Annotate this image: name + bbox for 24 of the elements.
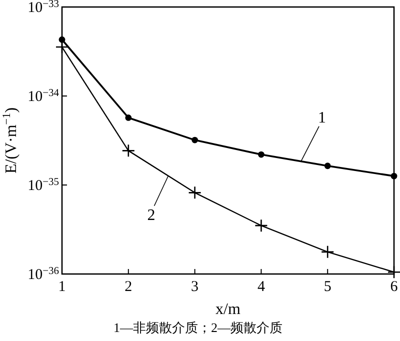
text: 1 (318, 109, 326, 126)
x-tick-label: 5 (324, 279, 332, 295)
point (320, 245, 334, 259)
point (324, 162, 331, 170)
point (390, 172, 398, 180)
x-tick-label: 6 (390, 279, 398, 295)
text: 1—非频散介质；2—频散介质 (114, 320, 282, 335)
y-tick-label: 10$^{−34}$ (28, 88, 60, 105)
y-tick-label: 10$^{−36}$ (28, 266, 59, 283)
legend-label: 2 (147, 206, 156, 224)
point (258, 151, 264, 158)
point (254, 218, 268, 232)
point (58, 36, 66, 43)
x-tick-label: 4 (257, 279, 266, 295)
point (192, 136, 198, 144)
point (122, 144, 136, 158)
point (188, 186, 202, 200)
point (125, 114, 132, 121)
x-tick-label: 1 (58, 279, 66, 295)
x-tick-label: 3 (191, 279, 199, 295)
x-tick-label: 2 (124, 279, 132, 295)
point (387, 265, 400, 279)
y-tick-label: 10$^{−35}$ (28, 176, 59, 194)
x-axis-title: x/m (216, 301, 241, 318)
